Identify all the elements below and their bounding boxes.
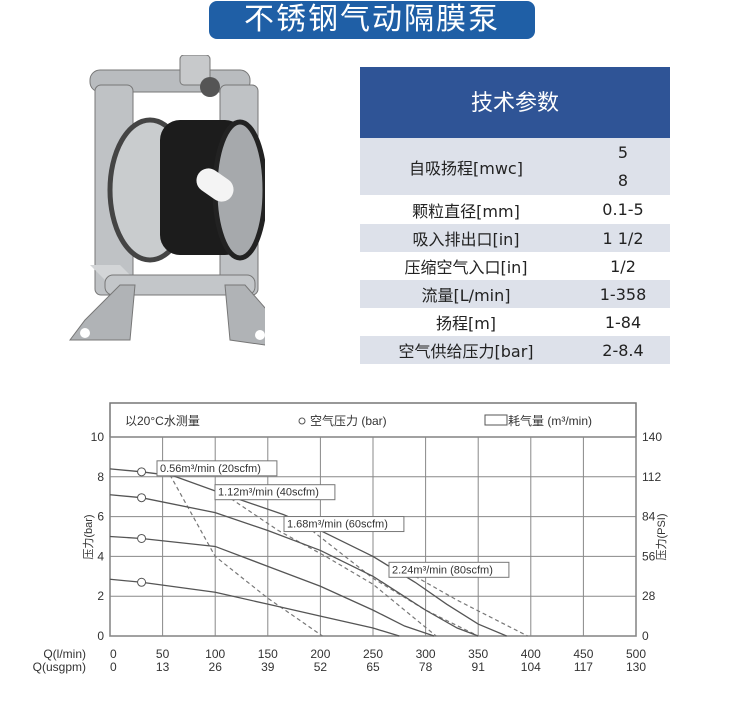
spec-label: 扬程[m] xyxy=(435,314,497,333)
legend-pressure: 空气压力 (bar) xyxy=(310,413,387,428)
legend-air: 耗气量 (m³/min) xyxy=(508,413,592,428)
air-consumption-line xyxy=(230,498,437,637)
spec-label: 流量[L/min] xyxy=(421,286,511,305)
air-label: 2.24m³/min (80scfm) xyxy=(392,564,493,576)
air-label-box xyxy=(214,484,336,501)
spec-value: 1-84 xyxy=(604,312,642,332)
air-consumption-line xyxy=(169,474,323,637)
y-right-tick-label: 84 xyxy=(642,510,656,524)
y-tick-label: 2 xyxy=(97,589,104,603)
x2-tick-label: 0 xyxy=(110,660,117,674)
spec-value: 5 8 xyxy=(572,139,670,195)
x-tick-label: 50 xyxy=(156,647,170,661)
spec-row: 吸入排出口[in] 1 1/2 xyxy=(360,224,670,252)
x-axis-label: Q(l/min) xyxy=(43,647,86,661)
y-right-axis-label: 压力(PSI) xyxy=(655,513,668,560)
spec-table-header: 技术参数 xyxy=(360,67,670,138)
legend-note: 以20°C水测量 xyxy=(125,414,200,428)
pressure-marker xyxy=(137,577,147,587)
x-tick-label: 500 xyxy=(626,647,646,661)
pressure-marker xyxy=(137,493,147,503)
performance-chart: 0050131002615039200522506530078350914001… xyxy=(33,402,668,674)
spec-value: 1-358 xyxy=(599,284,647,304)
x2-tick-label: 26 xyxy=(209,660,223,674)
x2-tick-label: 91 xyxy=(472,660,486,674)
air-label-box xyxy=(283,516,405,533)
spec-row: 流量[L/min] 1-358 xyxy=(360,280,670,308)
y-tick-label: 4 xyxy=(97,549,104,563)
y-tick-label: 10 xyxy=(91,430,105,444)
air-consumption-line xyxy=(414,575,528,637)
x2-tick-label: 117 xyxy=(574,660,593,674)
spec-value: 0.1-5 xyxy=(602,200,644,219)
y-right-tick-label: 56 xyxy=(642,549,656,563)
pressure-marker xyxy=(137,533,147,543)
pump-image xyxy=(69,55,265,346)
air-label-box xyxy=(388,561,510,578)
y-right-tick-label: 140 xyxy=(642,430,662,444)
pressure-marker xyxy=(137,467,147,477)
x-tick-label: 250 xyxy=(363,647,383,661)
spec-label: 自吸扬程[mwc] xyxy=(409,158,523,178)
pressure-marker-icon xyxy=(298,417,306,425)
y-right-tick-label: 112 xyxy=(642,470,661,484)
air-consumption-line xyxy=(311,530,479,637)
spec-value-line: 8 xyxy=(617,170,629,190)
air-label: 0.56m³/min (20scfm) xyxy=(160,463,261,475)
x-tick-label: 400 xyxy=(521,647,541,661)
air-consumption-icon xyxy=(484,414,508,426)
x2-axis-label: Q(usgpm) xyxy=(33,660,86,674)
x-tick-label: 350 xyxy=(468,647,488,661)
spec-value-line: 5 xyxy=(617,142,629,162)
pressure-curve xyxy=(109,535,435,637)
x-tick-label: 150 xyxy=(258,647,278,661)
page-title: 不锈钢气动隔膜泵 xyxy=(209,1,535,39)
x2-tick-label: 104 xyxy=(521,660,541,674)
x-tick-label: 300 xyxy=(416,647,436,661)
spec-row: 扬程[m] 1-84 xyxy=(360,308,670,336)
x-tick-label: 200 xyxy=(310,647,330,661)
spec-label: 空气供给压力[bar] xyxy=(398,342,534,361)
spec-row: 自吸扬程[mwc] 5 8 xyxy=(360,138,670,195)
x2-tick-label: 78 xyxy=(419,660,433,674)
spec-value: 1/2 xyxy=(610,256,636,276)
air-label: 1.68m³/min (60scfm) xyxy=(287,519,388,531)
y-right-tick-label: 28 xyxy=(642,589,656,603)
spec-row: 颗粒直径[mm] 0.1-5 xyxy=(360,195,670,224)
y-axis-label: 压力(bar) xyxy=(82,514,95,559)
y-tick-label: 0 xyxy=(97,629,104,643)
x2-tick-label: 130 xyxy=(626,660,646,674)
x2-tick-label: 39 xyxy=(261,660,275,674)
spec-label: 压缩空气入口[in] xyxy=(404,258,528,277)
spec-table: 技术参数 自吸扬程[mwc] 5 8 颗粒直径[mm] 0.1-5 吸入排出口[i… xyxy=(360,67,670,364)
x-tick-label: 100 xyxy=(205,647,225,661)
air-label: 1.12m³/min (40scfm) xyxy=(218,487,319,499)
spec-value: 2-8.4 xyxy=(602,340,644,360)
x2-tick-label: 13 xyxy=(156,660,170,674)
spec-label: 颗粒直径[mm] xyxy=(412,201,520,221)
spec-value: 1 1/2 xyxy=(602,228,644,248)
air-label-box xyxy=(156,460,278,477)
spec-label: 吸入排出口[in] xyxy=(412,230,520,249)
y-tick-label: 6 xyxy=(97,510,104,524)
x-tick-label: 0 xyxy=(110,647,117,661)
spec-row: 空气供给压力[bar] 2-8.4 xyxy=(360,336,670,364)
x-tick-label: 450 xyxy=(573,647,593,661)
y-right-tick-label: 0 xyxy=(642,629,649,643)
y-tick-label: 8 xyxy=(97,470,104,484)
x2-tick-label: 52 xyxy=(314,660,328,674)
pressure-curve xyxy=(109,494,479,637)
spec-row: 压缩空气入口[in] 1/2 xyxy=(360,252,670,280)
x2-tick-label: 65 xyxy=(366,660,380,674)
